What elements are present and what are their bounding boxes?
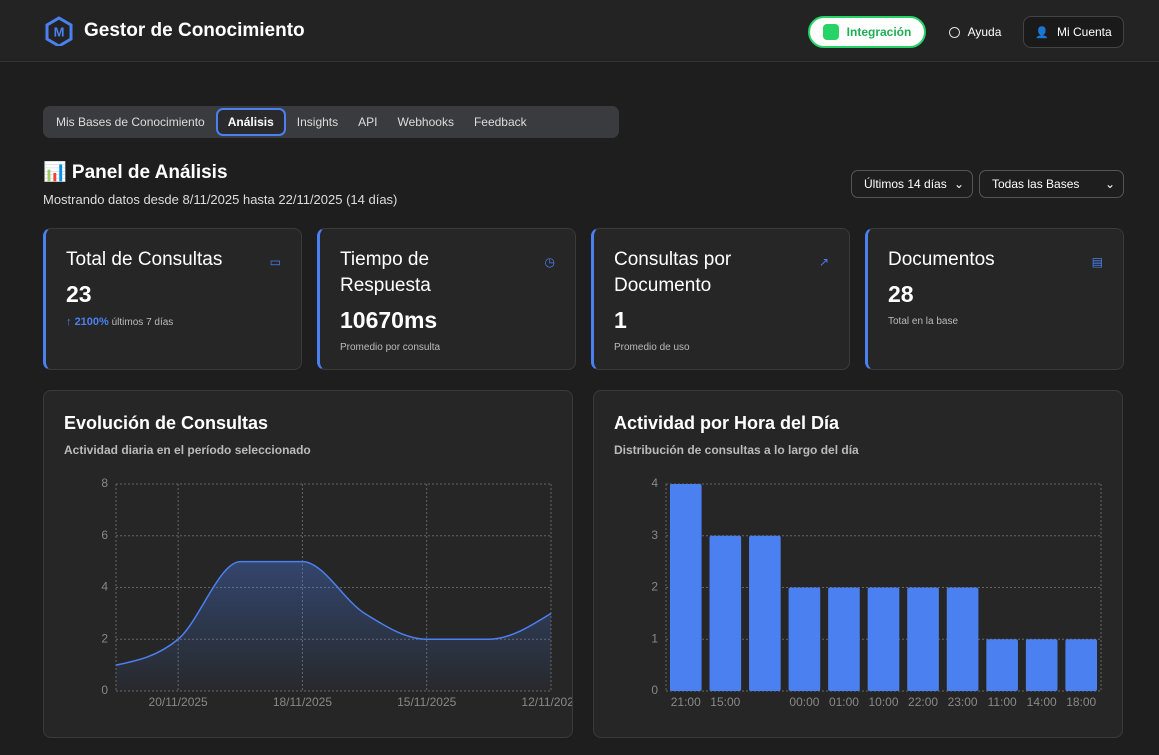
y-tick-label: 4: [651, 476, 658, 490]
chart-title: Actividad por Hora del Día: [614, 413, 840, 433]
x-tick-label: 10:00: [868, 695, 898, 709]
x-tick-label: 12/11/2025: [521, 695, 572, 709]
tab[interactable]: Webhooks: [397, 115, 454, 129]
card-icon: ▭: [269, 255, 281, 269]
card-value: 10670ms: [340, 307, 438, 333]
x-tick-label: 11:00: [988, 695, 1017, 709]
bar: [749, 535, 781, 691]
card-title: Consultas por Documento: [614, 249, 732, 296]
card-title: Tiempo de Respuesta: [340, 249, 431, 296]
stat-card: ▭ Total de Consultas 23 ↑ 2100% últimos 7 d…: [43, 228, 302, 370]
tab[interactable]: Insights: [296, 115, 339, 129]
x-tick-label: 15/11/2025: [397, 695, 456, 709]
card-note: últimos 7 días: [111, 317, 174, 328]
bar: [867, 587, 900, 691]
bar: [788, 587, 821, 691]
card-note-row: ↑ 2100% últimos 7 días: [66, 316, 281, 328]
x-tick-label: 22:00: [908, 695, 938, 709]
bar: [946, 587, 979, 691]
stat-card: ◷ Tiempo de Respuesta 10670ms Promedio por …: [317, 228, 576, 370]
chart: 0 1 2 3 4 21:00 15:00 00:00 01:00 10:00 22:00 23:00…: [651, 476, 1102, 709]
x-tick-label: 18/11/2025: [273, 695, 332, 709]
chart-title: Evolución de Consultas: [64, 413, 269, 433]
x-tick-label: 23:00: [948, 695, 978, 709]
tab-bar: Mis Bases de Conocimiento Análisis Insight…: [43, 106, 619, 138]
card-title: Documentos: [888, 249, 995, 270]
chart-panel: Actividad por Hora del Día Distribución d…: [593, 390, 1123, 738]
bar: [828, 587, 860, 691]
area: [116, 561, 551, 691]
app-title: Gestor de Conocimiento: [84, 20, 305, 41]
svg-text:M: M: [54, 24, 65, 39]
x-tick-label: 00:00: [789, 695, 819, 709]
bar: [1065, 639, 1098, 691]
bar: [986, 639, 1018, 691]
x-tick-label: 14:00: [1027, 695, 1057, 709]
y-tick-label: 3: [651, 528, 658, 542]
y-tick-label: 1: [651, 631, 658, 645]
arrow-icon: ↑: [66, 316, 75, 328]
integration-label: Integración: [846, 25, 912, 39]
help-label: Ayuda: [967, 25, 1002, 39]
base-select[interactable]: Todas las Bases ⌄: [979, 170, 1124, 198]
y-tick-label: 6: [101, 528, 108, 542]
account-button[interactable]: 👤 Mi Cuenta: [1023, 16, 1124, 48]
x-tick-label: 01:00: [829, 695, 859, 709]
tab[interactable]: API: [358, 115, 378, 129]
y-tick-label: 8: [101, 476, 108, 490]
period-label: Últimos 14 días: [864, 177, 947, 191]
card-note-row: Promedio por consulta: [340, 342, 555, 353]
card-note: Promedio de uso: [614, 342, 690, 353]
line: [115, 560, 552, 666]
tab[interactable]: Análisis: [215, 108, 286, 136]
bar: [669, 484, 702, 691]
card-change: 2100%: [74, 316, 109, 328]
card-icon: ▤: [1091, 255, 1103, 269]
card-value: 1: [614, 307, 627, 333]
stat-card: ↗ Consultas por Documento 1 Promedio de uso: [591, 228, 850, 370]
tab[interactable]: Feedback: [473, 115, 527, 129]
y-tick-label: 2: [651, 580, 658, 594]
card-icon: ◷: [544, 255, 555, 269]
x-tick-label: 18:00: [1066, 695, 1096, 709]
account-label: Mi Cuenta: [1057, 25, 1112, 39]
chart-subtitle: Distribución de consultas a lo largo del…: [614, 443, 859, 457]
integration-button[interactable]: Integración: [808, 16, 926, 48]
panel-title: 📊 Panel de Análisis: [43, 162, 228, 183]
card-note: Promedio por consulta: [340, 342, 441, 353]
stat-card: ▤ Documentos 28 Total en la base: [865, 228, 1124, 370]
logo: M: [45, 16, 73, 46]
bar: [907, 587, 939, 691]
chart: 0 2 4 6 8 20/11/2025 18/11/2025 15/11/2025 12/11…: [101, 476, 572, 709]
chart-panel: Evolución de Consultas Actividad diaria e…: [43, 390, 573, 738]
bar: [1025, 639, 1058, 691]
card-note-row: Promedio de uso: [614, 342, 829, 353]
y-tick-label: 4: [101, 580, 108, 594]
card-value: 23: [66, 281, 92, 307]
base-label: Todas las Bases: [992, 177, 1080, 191]
x-tick-label: 20/11/2025: [149, 695, 208, 709]
card-title: Total de Consultas: [66, 249, 223, 270]
bar: [709, 535, 742, 691]
help-button[interactable]: Ayuda: [940, 16, 1010, 48]
y-tick-label: 2: [101, 631, 108, 645]
chart-subtitle: Actividad diaria en el período seleccion…: [64, 443, 311, 457]
tab[interactable]: Mis Bases de Conocimiento: [56, 115, 205, 129]
x-tick-label: 21:00: [671, 695, 701, 709]
y-tick-label: 0: [101, 683, 108, 697]
panel-subtitle: Mostrando datos desde 8/11/2025 hasta 22…: [43, 192, 398, 207]
header: M Gestor de Conocimiento Integración Ayu…: [0, 0, 1159, 62]
card-note-row: Total en la base: [888, 316, 1103, 327]
card-value: 28: [888, 281, 914, 307]
card-icon: ↗: [818, 255, 829, 269]
card-note: Total en la base: [888, 316, 959, 327]
y-tick-label: 0: [651, 683, 658, 697]
x-tick-label: 15:00: [710, 695, 740, 709]
period-select[interactable]: Últimos 14 días ⌄: [851, 170, 973, 198]
